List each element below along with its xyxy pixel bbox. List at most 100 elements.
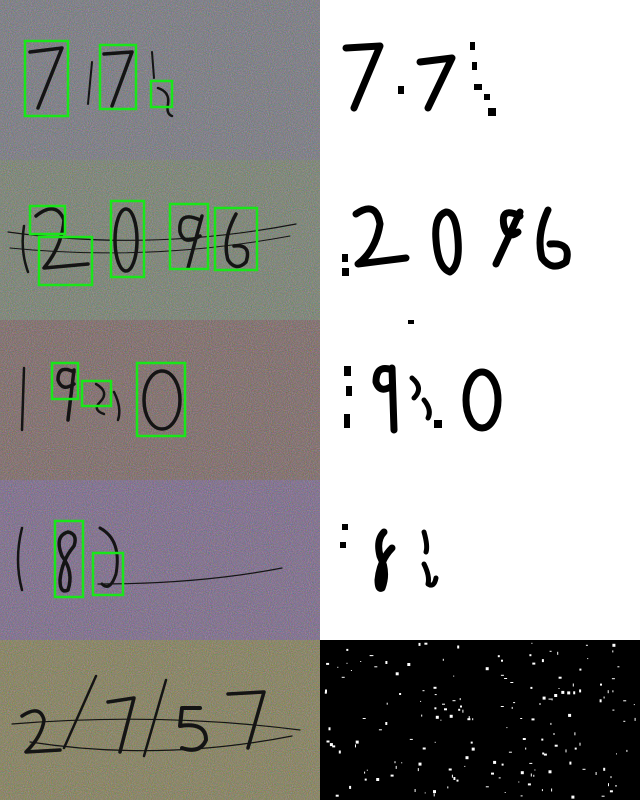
binary-dot — [340, 542, 346, 548]
speckle — [362, 718, 366, 719]
digit-stroke — [178, 214, 204, 270]
speckle — [568, 713, 572, 717]
speckle — [370, 655, 374, 657]
speckle — [585, 644, 588, 646]
binary-stroke — [374, 528, 396, 592]
detection-box — [37, 235, 94, 287]
speckle — [485, 786, 489, 788]
digit-stroke — [21, 224, 30, 274]
speckle — [539, 703, 541, 705]
speckle — [511, 706, 513, 709]
speckle — [462, 709, 464, 713]
speckle — [565, 749, 567, 753]
speckle — [587, 658, 589, 660]
speckle — [424, 792, 426, 794]
speckle — [543, 753, 547, 756]
speckle — [579, 742, 581, 746]
digit-stroke — [56, 367, 76, 422]
speckle — [600, 683, 602, 686]
guide-line — [11, 718, 301, 731]
speckle — [520, 718, 523, 719]
binary-dot — [342, 254, 348, 262]
binary-dot — [408, 320, 414, 324]
speckle — [612, 690, 614, 693]
speckle — [485, 667, 489, 671]
speckle — [326, 740, 330, 743]
speckle — [531, 718, 535, 721]
speckle — [548, 698, 552, 700]
binary-dot — [484, 94, 490, 100]
speckle — [520, 771, 524, 775]
speckle — [513, 702, 516, 704]
speckle — [582, 768, 586, 770]
speckle — [417, 768, 419, 772]
speckle — [611, 678, 615, 680]
speckle — [326, 662, 330, 665]
speckle — [553, 733, 555, 735]
speckle — [572, 683, 574, 687]
speckle — [504, 792, 506, 793]
speckle — [369, 655, 372, 657]
speckle — [574, 732, 576, 736]
speckle — [324, 691, 327, 694]
speckle — [435, 715, 439, 719]
speckle — [548, 770, 552, 774]
detection-box — [98, 43, 138, 111]
digit-stroke — [224, 212, 250, 269]
speckle — [510, 682, 514, 683]
speckle — [573, 691, 576, 695]
speckle — [456, 779, 459, 782]
detection-box — [50, 361, 80, 401]
speckle — [442, 703, 445, 705]
speckle — [422, 747, 426, 750]
speckle — [579, 689, 582, 693]
speckle — [472, 718, 474, 721]
speckle — [551, 698, 553, 701]
speckle — [458, 708, 461, 711]
binary-dot — [344, 414, 350, 428]
speckle — [471, 747, 475, 751]
speckle — [612, 650, 614, 653]
speckle — [506, 727, 508, 729]
speckle — [459, 698, 461, 701]
binary-stroke — [462, 368, 502, 432]
detection-box — [91, 551, 125, 597]
detection-box — [149, 79, 174, 109]
digit-stroke — [57, 530, 77, 593]
speckle — [420, 700, 422, 702]
speckle — [615, 785, 617, 787]
digit-stroke — [16, 526, 24, 592]
speckle — [395, 765, 397, 769]
speckle — [501, 659, 503, 662]
binary-stroke — [421, 561, 439, 588]
digit-stroke — [106, 696, 136, 754]
speckle — [533, 774, 535, 777]
speckle — [529, 654, 532, 657]
speckle — [554, 744, 558, 747]
speckle — [376, 778, 380, 781]
speckle — [355, 740, 359, 744]
speckle — [541, 659, 544, 663]
binary-panel-1-4 — [320, 0, 640, 640]
speckle — [395, 672, 399, 676]
speckle — [434, 741, 436, 743]
speckle — [527, 783, 531, 786]
speckle — [360, 661, 362, 662]
binary-dot — [342, 268, 349, 276]
speckle — [561, 690, 565, 694]
detection-box — [168, 202, 210, 271]
speckle — [433, 790, 436, 794]
speckle — [325, 689, 327, 693]
speckle — [434, 694, 437, 696]
speckle — [399, 693, 402, 695]
speckle — [468, 716, 470, 720]
speckle — [421, 714, 423, 717]
binary-dot — [472, 62, 477, 70]
digit-stroke — [226, 690, 266, 750]
detection-box — [109, 199, 146, 279]
speckle — [542, 696, 546, 700]
digit-stroke — [98, 526, 119, 588]
speckle — [418, 642, 421, 646]
speckle — [520, 795, 523, 797]
speckle — [542, 752, 545, 755]
